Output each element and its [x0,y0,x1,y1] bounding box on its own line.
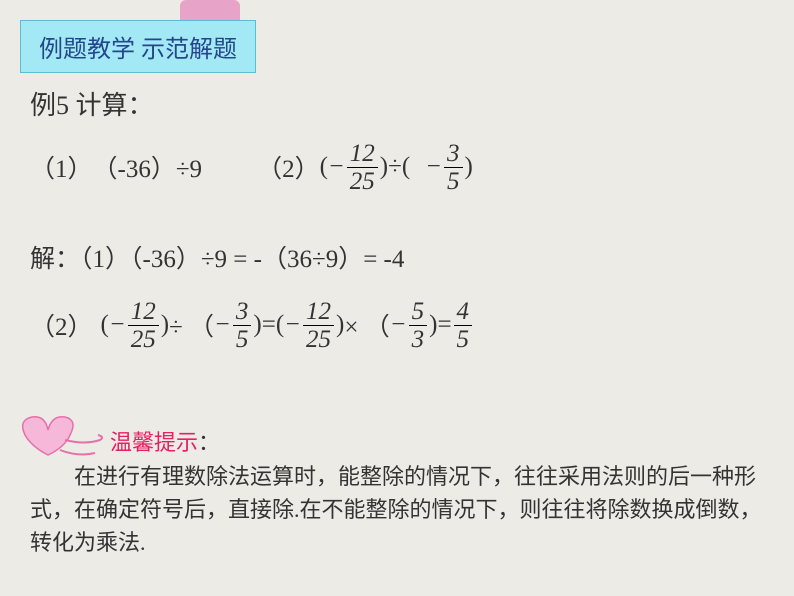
tip-colon: ： [198,430,220,455]
l2-rp1: ) [161,311,169,339]
p2-label: （2） [257,149,320,185]
content-area: 例5 计算： （1） （-36）÷9 （2） ( − 12 25 )÷( − 3… [30,85,764,380]
p2-frac2: 3 5 [444,141,463,194]
l2-m3: − [284,311,301,339]
frac-num: 5 [409,299,428,325]
l2-m4: − [390,311,407,339]
l2-m1: − [109,311,126,339]
frac-den: 25 [303,325,334,352]
l2-f3: 12 25 [303,299,334,352]
header-tab [180,0,240,20]
problem-1: （1） （-36）÷9 [30,149,202,185]
l2-lp1: ( [101,311,109,339]
sol1-text: 解：（1）（-36）÷9 = -（36÷9）= -4 [30,239,404,275]
p2-rparen2: ) [465,153,473,181]
frac-num: 3 [444,141,463,167]
p2-mid: )÷( [380,153,410,181]
l2-rp4: ) [429,311,437,339]
frac-num: 12 [303,299,334,325]
p2-minus2: − [425,153,442,181]
tip-title: 温馨提示： [110,425,220,457]
l2-f2: 3 5 [233,299,252,352]
l2-f1: 12 25 [128,299,159,352]
solution-line2: （2） ( − 12 25 ) ÷ （ − 3 5 ) = ( − 12 25 … [30,300,764,350]
frac-num: 12 [347,141,378,167]
l2-label: （2） [30,307,93,343]
p2-lparen: ( [320,153,328,181]
p1-label: （1） [30,149,93,185]
p2-minus1: − [328,153,345,181]
p2-frac1: 12 25 [347,141,378,194]
frac-den: 3 [409,325,428,352]
frac-num: 12 [128,299,159,325]
frac-den: 25 [347,167,378,194]
l2-rp2: ) [253,311,261,339]
frac-den: 5 [444,167,463,194]
frac-den: 5 [454,325,473,352]
solution-line1: 解：（1）（-36）÷9 = -（36÷9）= -4 [30,232,764,282]
frac-den: 5 [233,325,252,352]
l2-eq1: = [262,311,276,339]
example-title: 例5 计算： [30,85,764,122]
header-box: 例题教学 示范解题 [20,20,256,73]
frac-den: 25 [128,325,159,352]
l2-eq2: = [437,311,451,339]
l2-rp3: ) [336,311,344,339]
l2-lp3: ( [276,311,284,339]
frac-num: 4 [454,299,473,325]
tip-title-text: 温馨提示 [110,430,198,455]
problem-2: （2） ( − 12 25 )÷( − 3 5 ) [257,141,473,194]
frac-num: 3 [233,299,252,325]
tip-body: 在进行有理数除法运算时，能整除的情况下，往往采用法则的后一种形式，在确定符号后，… [30,460,764,559]
l2-f4: 5 3 [409,299,428,352]
problem-row: （1） （-36）÷9 （2） ( − 12 25 )÷( − 3 5 ) [30,142,764,192]
p1-expr: （-36）÷9 [93,149,203,185]
header-title: 例题教学 示范解题 [39,37,237,63]
l2-div: ÷ （ [169,307,214,343]
l2-times: × （ [344,307,389,343]
heart-swirl-icon [10,405,110,465]
l2-m2: − [214,311,231,339]
l2-f5: 4 5 [454,299,473,352]
